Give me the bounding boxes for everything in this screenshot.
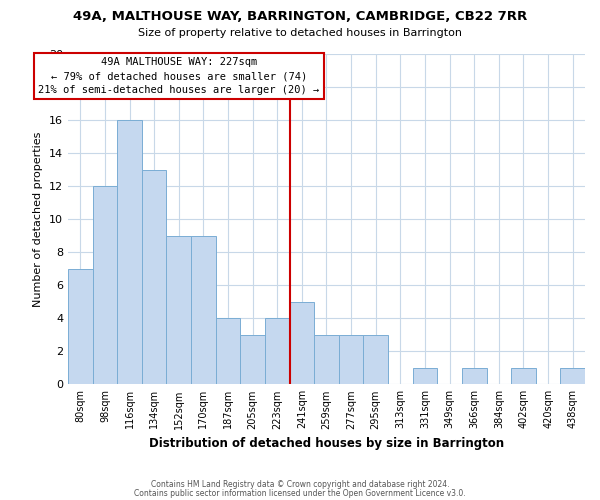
- Text: Contains public sector information licensed under the Open Government Licence v3: Contains public sector information licen…: [134, 488, 466, 498]
- Bar: [166, 236, 191, 384]
- Text: Contains HM Land Registry data © Crown copyright and database right 2024.: Contains HM Land Registry data © Crown c…: [151, 480, 449, 489]
- Bar: [413, 368, 437, 384]
- Bar: [216, 318, 241, 384]
- Bar: [117, 120, 142, 384]
- Bar: [314, 335, 339, 384]
- Bar: [339, 335, 364, 384]
- Bar: [560, 368, 585, 384]
- Bar: [364, 335, 388, 384]
- Bar: [265, 318, 290, 384]
- Bar: [142, 170, 166, 384]
- Bar: [241, 335, 265, 384]
- Text: Size of property relative to detached houses in Barrington: Size of property relative to detached ho…: [138, 28, 462, 38]
- Bar: [290, 302, 314, 384]
- Y-axis label: Number of detached properties: Number of detached properties: [34, 132, 43, 307]
- Bar: [92, 186, 117, 384]
- Bar: [191, 236, 216, 384]
- Bar: [462, 368, 487, 384]
- Text: 49A, MALTHOUSE WAY, BARRINGTON, CAMBRIDGE, CB22 7RR: 49A, MALTHOUSE WAY, BARRINGTON, CAMBRIDG…: [73, 10, 527, 23]
- X-axis label: Distribution of detached houses by size in Barrington: Distribution of detached houses by size …: [149, 437, 504, 450]
- Bar: [511, 368, 536, 384]
- Bar: [68, 268, 92, 384]
- Text: 49A MALTHOUSE WAY: 227sqm
← 79% of detached houses are smaller (74)
21% of semi-: 49A MALTHOUSE WAY: 227sqm ← 79% of detac…: [38, 58, 319, 96]
